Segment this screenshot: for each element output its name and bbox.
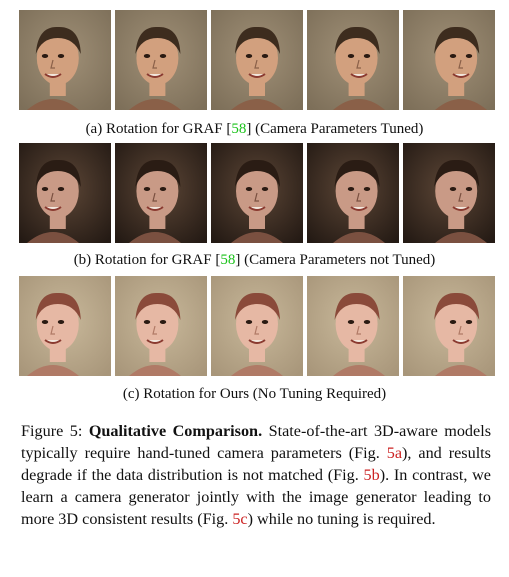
figure-label: Figure 5:: [21, 422, 89, 440]
face-image: [403, 276, 495, 376]
face-image: [115, 10, 207, 110]
face-thumbnail: [211, 143, 303, 243]
face-image: [211, 143, 303, 243]
face-thumbnail: [115, 143, 207, 243]
face-image: [115, 276, 207, 376]
face-thumbnail: [211, 276, 303, 376]
face-image: [403, 10, 495, 110]
face-thumbnail: [307, 276, 399, 376]
face-image: [403, 143, 495, 243]
face-image: [115, 143, 207, 243]
figure-title: Qualitative Comparison.: [88, 422, 263, 440]
figure-ref-5b[interactable]: 5b: [363, 466, 380, 484]
face-image: [19, 276, 111, 376]
subcaption-b: (b) Rotation for GRAF [58] (Camera Param…: [73, 252, 436, 268]
face-thumbnail: [19, 143, 111, 243]
face-thumbnail: [403, 276, 495, 376]
face-image: [307, 10, 399, 110]
citation-link[interactable]: 58: [231, 121, 247, 137]
image-row-a: [19, 10, 495, 110]
figure-caption: Figure 5: Qualitative Comparison. State-…: [21, 422, 491, 528]
face-image: [307, 276, 399, 376]
face-image: [19, 10, 111, 110]
face-thumbnail: [115, 276, 207, 376]
face-thumbnail: [211, 10, 303, 110]
face-image: [19, 143, 111, 243]
face-thumbnail: [115, 10, 207, 110]
subcaption-a: (a) Rotation for GRAF [58] (Camera Param…: [85, 121, 424, 137]
citation-link[interactable]: 58: [220, 252, 236, 268]
subcaption-c: (c) Rotation for Ours (No Tuning Require…: [122, 386, 387, 402]
figure-ref-5c[interactable]: 5c: [232, 510, 248, 528]
image-row-c: [19, 276, 495, 376]
face-thumbnail: [307, 143, 399, 243]
face-image: [211, 276, 303, 376]
figure-ref-5a[interactable]: 5a: [386, 444, 403, 462]
face-thumbnail: [403, 10, 495, 110]
face-thumbnail: [19, 276, 111, 376]
face-image: [211, 10, 303, 110]
face-thumbnail: [403, 143, 495, 243]
face-thumbnail: [307, 10, 399, 110]
image-row-b: [19, 143, 495, 243]
face-thumbnail: [19, 10, 111, 110]
face-image: [307, 143, 399, 243]
